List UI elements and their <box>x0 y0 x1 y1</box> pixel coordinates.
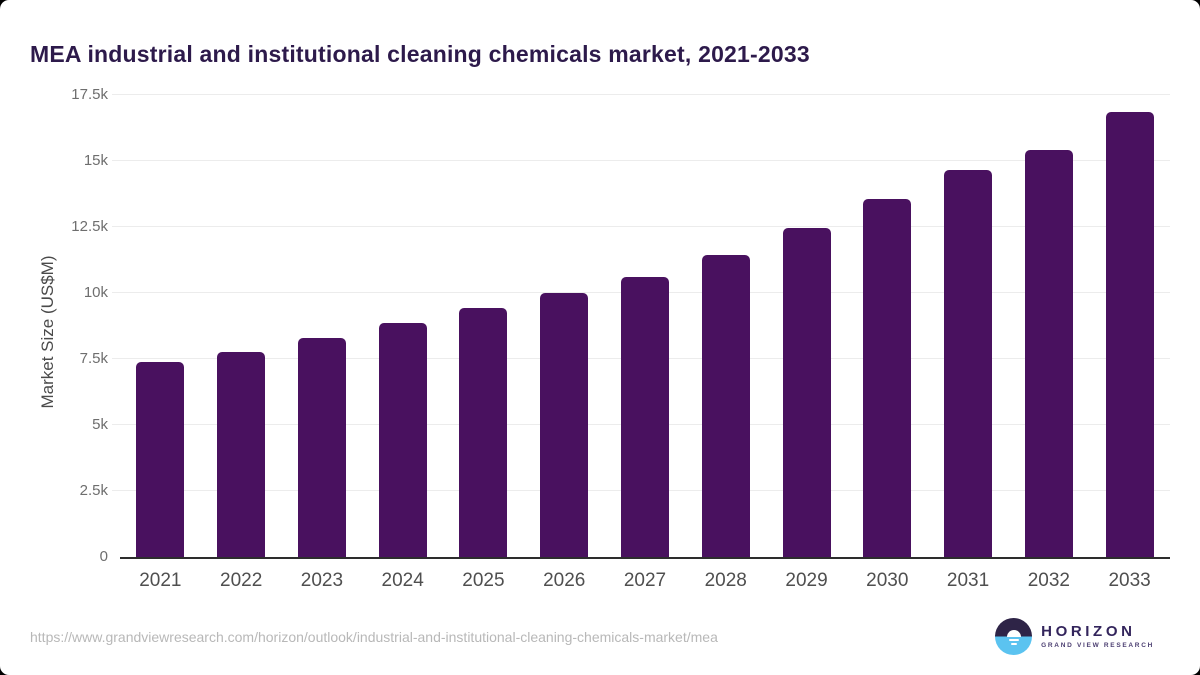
x-tick-label-2021: 2021 <box>139 570 182 591</box>
x-tick-label-2031: 2031 <box>946 570 990 591</box>
y-tick-label-7.5k: 7.5k <box>79 350 108 367</box>
bar-2030[interactable] <box>863 199 912 557</box>
bar-2022[interactable] <box>217 352 266 557</box>
horizon-logo: HORIZON GRAND VIEW RESEARCH <box>995 618 1154 655</box>
bar-2032[interactable] <box>1024 150 1073 557</box>
bar-2033[interactable] <box>1105 112 1154 557</box>
bar-2024[interactable] <box>378 323 427 557</box>
x-axis-tick-labels: 2021 2022 2023 2024 2025 2026 2027 2028 2029 2030… <box>120 570 1170 594</box>
x-tick-label-2033: 2033 <box>1108 570 1151 591</box>
sun-reflection-icon <box>1010 642 1017 645</box>
x-tick-label-2032: 2032 <box>1027 570 1070 591</box>
chart-title: MEA industrial and institutional cleanin… <box>30 41 810 68</box>
bar-2025[interactable] <box>459 307 508 557</box>
x-tick-label-2028: 2028 <box>704 570 747 591</box>
sun-reflection-icon <box>1008 638 1019 641</box>
gridline-12.5k <box>112 226 1170 227</box>
y-tick-label-17.5k: 17.5k <box>71 86 108 103</box>
y-tick-label-2.5k: 2.5k <box>79 482 108 499</box>
horizon-logo-icon <box>995 618 1033 655</box>
y-tick-label-10k: 10k <box>83 284 108 301</box>
y-tick-label-0: 0 <box>99 548 108 565</box>
bar-2031[interactable] <box>944 170 993 557</box>
bar-2026[interactable] <box>540 293 589 557</box>
logo-name: HORIZON <box>1041 623 1136 640</box>
bar-2027[interactable] <box>621 277 669 557</box>
x-tick-label-2024: 2024 <box>381 570 424 591</box>
x-tick-label-2026: 2026 <box>543 570 586 591</box>
x-tick-label-2022: 2022 <box>220 570 263 591</box>
gridline-17.5k <box>112 94 1170 95</box>
y-tick-label-5k: 5k <box>92 416 108 433</box>
y-tick-label-12.5k: 12.5k <box>71 218 108 235</box>
x-tick-label-2029: 2029 <box>785 570 828 591</box>
sun-icon <box>1006 629 1021 637</box>
x-tick-label-2027: 2027 <box>623 570 667 591</box>
plot-area <box>112 94 1170 559</box>
x-tick-label-2023: 2023 <box>300 570 344 591</box>
bar-2028[interactable] <box>701 254 750 557</box>
source-url: https://www.grandviewresearch.com/horizo… <box>30 629 718 645</box>
x-tick-label-2025: 2025 <box>462 570 505 591</box>
y-tick-label-15k: 15k <box>83 152 108 169</box>
x-tick-label-2030: 2030 <box>866 570 909 591</box>
bar-2023[interactable] <box>297 337 346 557</box>
gridline-15k <box>112 160 1170 161</box>
logo-text: HORIZON GRAND VIEW RESEARCH <box>1041 623 1154 650</box>
logo-subtext: GRAND VIEW RESEARCH <box>1041 642 1154 649</box>
y-axis-tick-labels: 0 2.5k 5k 7.5k 10k 12.5k 15k 17.5k <box>0 86 108 565</box>
bar-2029[interactable] <box>782 228 831 557</box>
bar-2021[interactable] <box>136 361 185 557</box>
